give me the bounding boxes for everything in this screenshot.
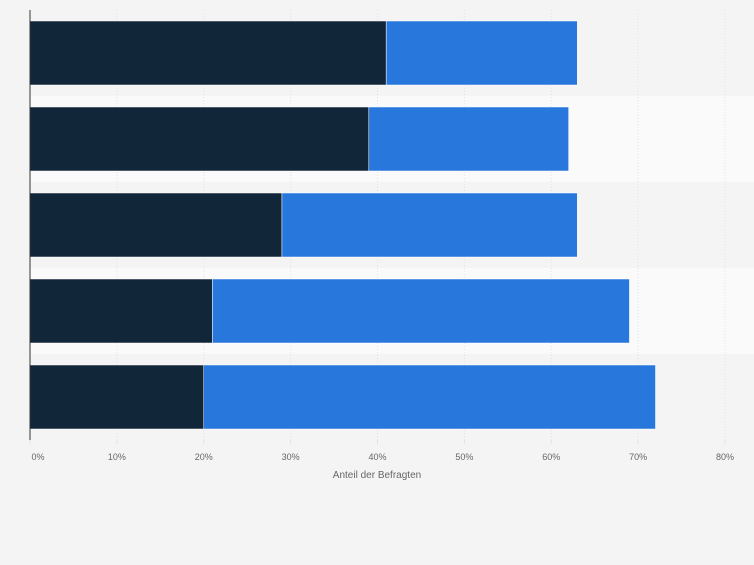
x-tick-label: 30%	[282, 452, 300, 462]
bar-segment-series-2	[212, 278, 630, 344]
x-tick-label: 10%	[108, 452, 126, 462]
bar-segment-series-1	[29, 278, 213, 344]
bar-segment-series-1	[29, 20, 387, 86]
bar-segment-series-2	[385, 20, 578, 86]
x-tick-labels: 0% 10% 20% 30% 40% 50% 60% 70% 80%	[29, 440, 734, 462]
bar-segment-series-1	[29, 364, 204, 430]
x-tick-label: 20%	[195, 452, 213, 462]
x-tick-label: 60%	[542, 452, 560, 462]
bar-segment-series-1	[29, 106, 370, 172]
bar-segment-series-1	[29, 192, 283, 258]
x-tick-label: 80%	[716, 452, 734, 462]
bar-segment-series-2	[368, 106, 569, 172]
x-axis-title: Anteil der Befragten	[333, 470, 421, 481]
x-tick-label: 70%	[629, 452, 647, 462]
bars	[29, 20, 656, 430]
bar-segment-series-2	[281, 192, 578, 258]
x-tick-label: 40%	[368, 452, 386, 462]
x-tick-label: 50%	[455, 452, 473, 462]
x-tick-label: 0%	[31, 452, 44, 462]
bar-segment-series-2	[203, 364, 656, 430]
